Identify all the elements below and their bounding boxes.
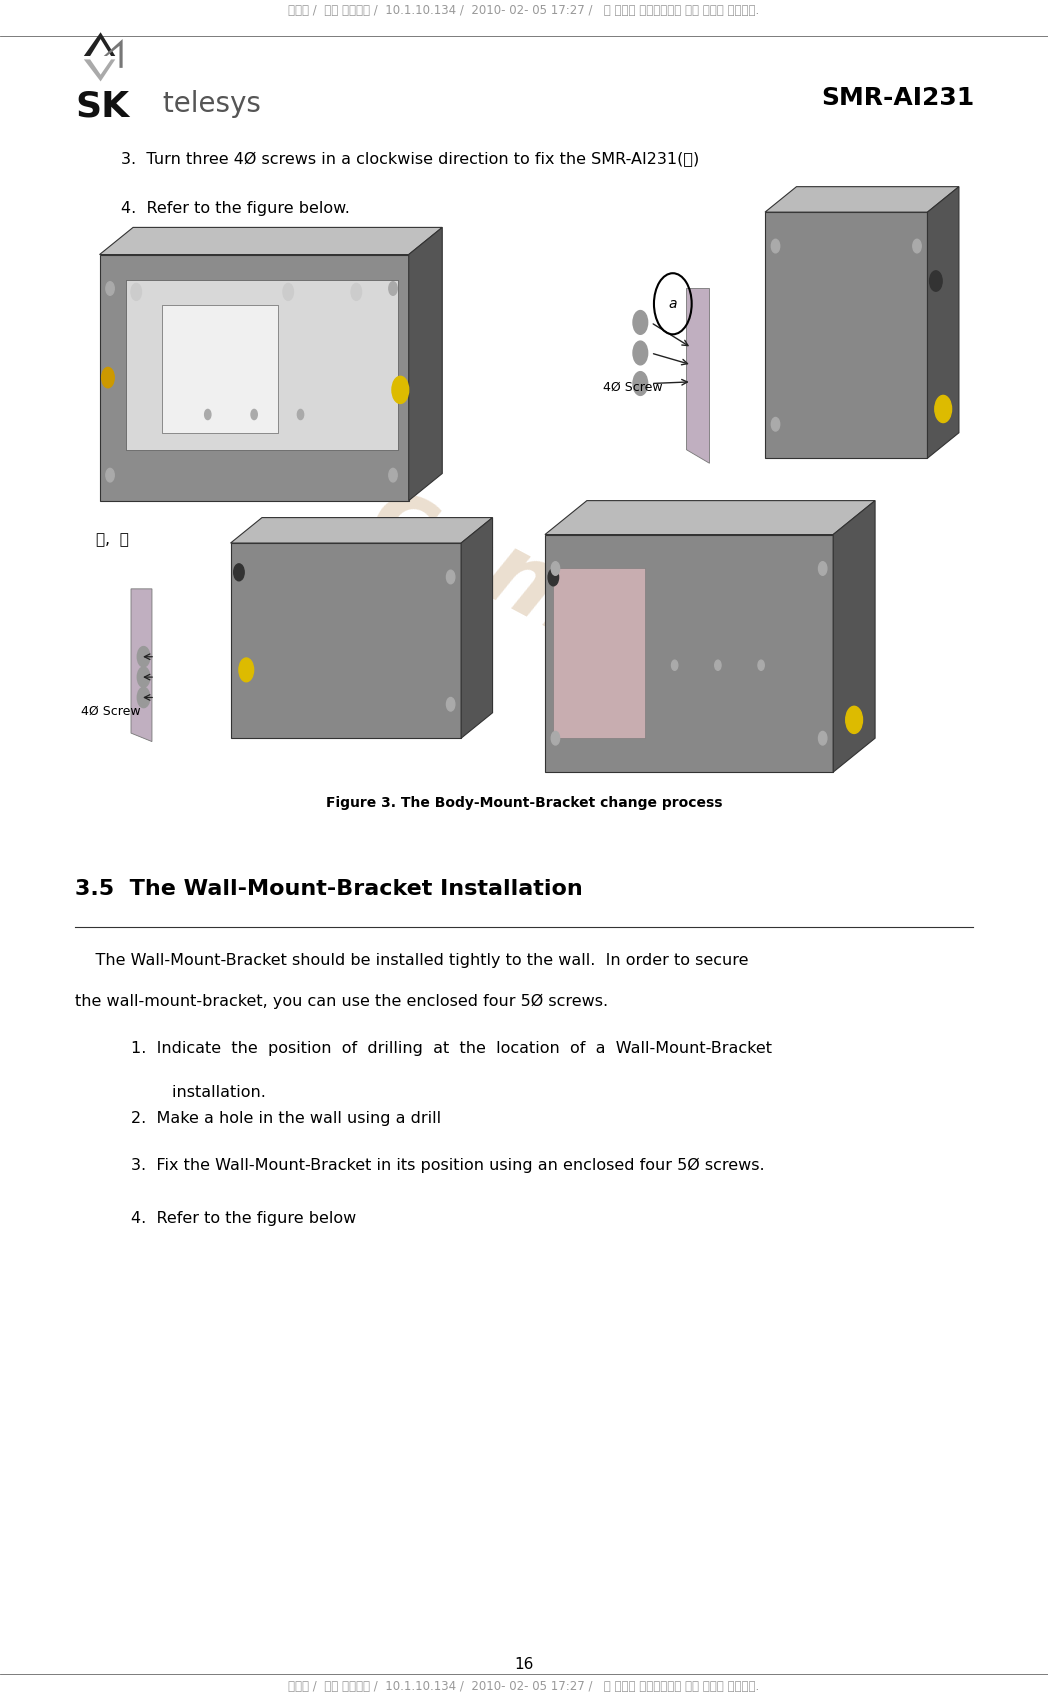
Circle shape — [715, 660, 721, 670]
Text: 16: 16 — [515, 1658, 533, 1672]
Polygon shape — [765, 187, 959, 212]
Circle shape — [137, 687, 150, 708]
Polygon shape — [833, 501, 875, 772]
Circle shape — [935, 395, 952, 423]
Circle shape — [250, 409, 258, 419]
Circle shape — [389, 282, 397, 295]
Circle shape — [548, 568, 559, 585]
Polygon shape — [131, 589, 152, 742]
Polygon shape — [545, 535, 833, 772]
Text: Ⓑ,  Ⓒ: Ⓑ, Ⓒ — [96, 533, 129, 546]
Circle shape — [930, 272, 942, 292]
Polygon shape — [231, 543, 461, 738]
Text: 총무팀 /  사원 테스트용 /  10.1.10.134 /  2010- 02- 05 17:27 /   이 문서는 보안문서로서 외부 반출을 금합니다: 총무팀 / 사원 테스트용 / 10.1.10.134 / 2010- 02- … — [288, 1680, 760, 1694]
Polygon shape — [686, 288, 709, 463]
Circle shape — [758, 660, 764, 670]
Circle shape — [204, 409, 211, 419]
Text: 3.5  The Wall-Mount-Bracket Installation: 3.5 The Wall-Mount-Bracket Installation — [75, 879, 583, 899]
Text: 3.  Fix the Wall-Mount-Bracket in its position using an enclosed four 5Ø screws.: 3. Fix the Wall-Mount-Bracket in its pos… — [131, 1157, 765, 1174]
Polygon shape — [765, 212, 927, 458]
Polygon shape — [84, 59, 115, 81]
Polygon shape — [104, 39, 123, 68]
Circle shape — [771, 239, 780, 253]
Polygon shape — [100, 255, 409, 501]
Circle shape — [392, 377, 409, 404]
Text: telesys: telesys — [154, 90, 261, 117]
Polygon shape — [126, 280, 398, 450]
Text: Figure 3. The Body-Mount-Bracket change process: Figure 3. The Body-Mount-Bracket change … — [326, 796, 722, 809]
Text: 4.  Refer to the figure below.: 4. Refer to the figure below. — [121, 202, 349, 216]
Circle shape — [102, 367, 114, 389]
Text: The Wall-Mount-Bracket should be installed tightly to the wall.  In order to sec: The Wall-Mount-Bracket should be install… — [75, 954, 749, 967]
Polygon shape — [927, 187, 959, 458]
Polygon shape — [545, 501, 875, 535]
Circle shape — [389, 468, 397, 482]
Text: installation.: installation. — [131, 1086, 266, 1100]
Text: SMR-AI231: SMR-AI231 — [822, 87, 975, 110]
Circle shape — [771, 417, 780, 431]
Text: 1.  Indicate  the  position  of  drilling  at  the  location  of  a  Wall-Mount-: 1. Indicate the position of drilling at … — [131, 1042, 772, 1056]
Polygon shape — [461, 518, 493, 738]
Text: 2.  Make a hole in the wall using a drill: 2. Make a hole in the wall using a drill — [131, 1112, 441, 1125]
Circle shape — [106, 282, 114, 295]
Polygon shape — [409, 227, 442, 501]
Circle shape — [137, 667, 150, 687]
Circle shape — [818, 731, 827, 745]
Polygon shape — [553, 568, 645, 738]
Circle shape — [239, 658, 254, 682]
Circle shape — [298, 409, 304, 419]
Text: common: common — [354, 465, 820, 774]
Polygon shape — [84, 32, 115, 56]
Circle shape — [351, 283, 362, 300]
Circle shape — [131, 283, 141, 300]
Circle shape — [234, 563, 244, 580]
Polygon shape — [100, 227, 442, 255]
Text: SK: SK — [75, 90, 130, 124]
Text: 4Ø Screw: 4Ø Screw — [81, 704, 140, 718]
Text: the wall-mount-bracket, you can use the enclosed four 5Ø screws.: the wall-mount-bracket, you can use the … — [75, 993, 609, 1010]
Circle shape — [633, 341, 648, 365]
Circle shape — [818, 562, 827, 575]
Text: 총무팀 /  사원 테스트용 /  10.1.10.134 /  2010- 02- 05 17:27 /   이 문서는 보안문서로서 외부 반출을 금합니다: 총무팀 / 사원 테스트용 / 10.1.10.134 / 2010- 02- … — [288, 3, 760, 17]
Polygon shape — [162, 305, 278, 433]
Circle shape — [106, 468, 114, 482]
Circle shape — [672, 660, 678, 670]
Circle shape — [633, 311, 648, 334]
Circle shape — [283, 283, 293, 300]
Text: a: a — [669, 297, 677, 311]
Circle shape — [633, 372, 648, 395]
Text: 4Ø Screw: 4Ø Screw — [603, 380, 662, 394]
Circle shape — [137, 647, 150, 667]
Circle shape — [551, 562, 560, 575]
Circle shape — [551, 731, 560, 745]
Circle shape — [446, 697, 455, 711]
Circle shape — [446, 570, 455, 584]
Circle shape — [913, 239, 921, 253]
Circle shape — [846, 706, 863, 733]
Text: 3.  Turn three 4Ø screws in a clockwise direction to fix the SMR-AI231(Ⓒ): 3. Turn three 4Ø screws in a clockwise d… — [121, 153, 699, 166]
Text: 4.  Refer to the figure below: 4. Refer to the figure below — [131, 1212, 356, 1225]
Polygon shape — [231, 518, 493, 543]
